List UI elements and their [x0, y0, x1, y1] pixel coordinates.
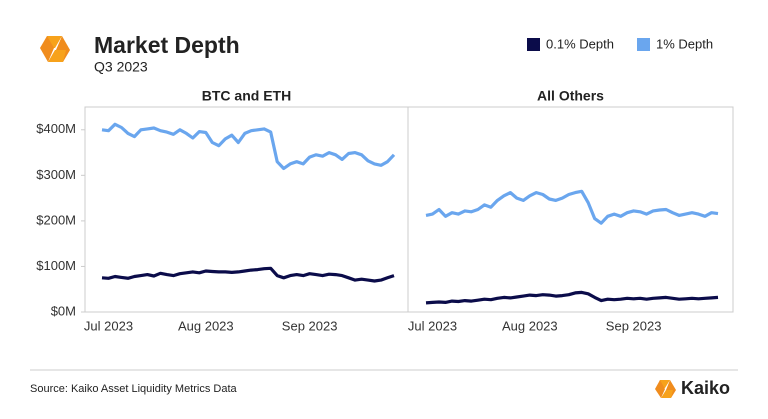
x-tick-label: Jul 2023 [408, 318, 457, 333]
subtitle: Q3 2023 [94, 59, 148, 75]
series-line [101, 266, 395, 283]
legend-label: 0.1% Depth [546, 36, 614, 51]
plot-frame [84, 106, 734, 313]
panel-title: All Others [537, 88, 604, 104]
logo [40, 36, 70, 62]
x-tick-label: Aug 2023 [178, 318, 234, 333]
series-line [425, 189, 719, 225]
brand-logo [655, 380, 676, 398]
legend-label: 1% Depth [656, 36, 713, 51]
y-tick-label: $200M [36, 212, 76, 227]
x-tick-label: Jul 2023 [84, 318, 133, 333]
legend-swatch [527, 38, 540, 51]
series-line [425, 290, 719, 305]
series-line [101, 122, 396, 171]
x-tick-label: Sep 2023 [282, 318, 338, 333]
y-tick-label: $0M [51, 303, 76, 318]
source: Source: Kaiko Asset Liquidity Metrics Da… [30, 383, 238, 395]
x-tick-label: Sep 2023 [606, 318, 662, 333]
y-tick-label: $100M [36, 258, 76, 273]
y-tick-label: $400M [36, 121, 76, 136]
legend-swatch [637, 38, 650, 51]
title: Market Depth [94, 32, 240, 58]
panel-title: BTC and ETH [202, 88, 291, 104]
y-tick-label: $300M [36, 167, 76, 182]
brand: Kaiko [681, 378, 730, 398]
x-tick-label: Aug 2023 [502, 318, 558, 333]
